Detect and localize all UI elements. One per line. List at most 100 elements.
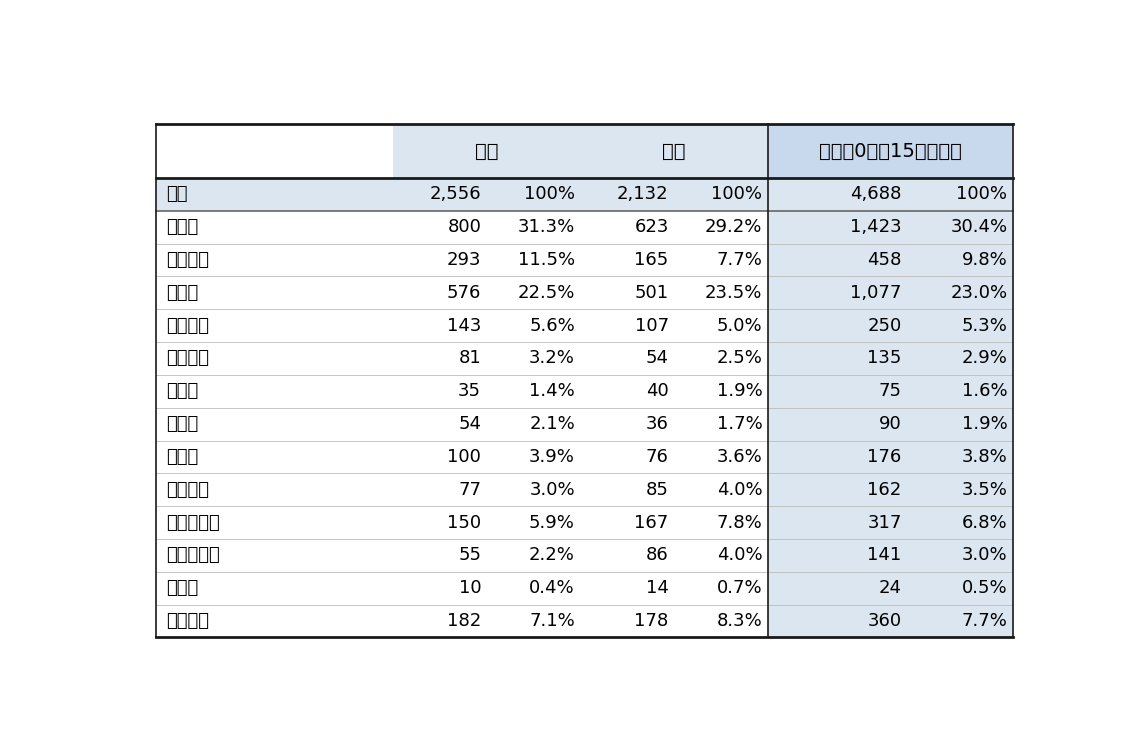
Bar [156, 211, 392, 244]
Text: 1.7%: 1.7% [717, 415, 763, 433]
Bar [674, 408, 767, 441]
Text: 肝腫瘼: 肝腫瘼 [166, 415, 198, 433]
Bar [767, 441, 907, 474]
Bar [674, 474, 767, 506]
Bar [907, 474, 1012, 506]
Bar [392, 178, 487, 211]
Text: 1,077: 1,077 [850, 284, 902, 302]
Bar [487, 408, 580, 441]
Text: 総数: 総数 [166, 185, 188, 203]
Bar [907, 309, 1012, 342]
Text: 骨腫瘼: 骨腫瘼 [166, 448, 198, 466]
Text: 7.8%: 7.8% [717, 514, 763, 531]
Text: 3.0%: 3.0% [962, 546, 1008, 564]
Bar [392, 309, 487, 342]
Bar [156, 572, 392, 605]
Text: 54: 54 [458, 415, 481, 433]
Text: 4.0%: 4.0% [717, 546, 763, 564]
Bar [487, 441, 580, 474]
Bar [487, 309, 580, 342]
Text: 3.9%: 3.9% [529, 448, 575, 466]
Text: 胚細胞腫瘼: 胚細胞腫瘼 [166, 514, 220, 531]
Text: 317: 317 [868, 514, 902, 531]
Bar [487, 506, 580, 539]
Text: 白血病: 白血病 [166, 218, 198, 236]
Bar [580, 244, 674, 277]
Text: 40: 40 [646, 382, 669, 400]
Bar [767, 572, 907, 605]
Bar [674, 572, 767, 605]
Text: 54: 54 [645, 349, 669, 367]
Bar [767, 474, 907, 506]
Bar [392, 474, 487, 506]
Text: 800: 800 [447, 218, 481, 236]
Text: 5.6%: 5.6% [529, 317, 575, 335]
Bar [907, 277, 1012, 309]
Bar [674, 277, 767, 309]
Bar [674, 342, 767, 375]
Bar [392, 605, 487, 638]
Text: 143: 143 [447, 317, 481, 335]
Bar [392, 342, 487, 375]
Text: 77: 77 [458, 481, 481, 498]
Text: 31.3%: 31.3% [518, 218, 575, 236]
Text: 141: 141 [868, 546, 902, 564]
Text: 81: 81 [458, 349, 481, 367]
Bar [767, 342, 907, 375]
Bar [580, 539, 674, 572]
Bar [487, 539, 580, 572]
Bar [767, 539, 907, 572]
Text: その他: その他 [166, 579, 198, 597]
Text: 2,556: 2,556 [430, 185, 481, 203]
Text: 165: 165 [635, 251, 669, 269]
Bar [674, 124, 767, 178]
Text: 100%: 100% [524, 185, 575, 203]
Bar [907, 211, 1012, 244]
Bar [767, 211, 907, 244]
Bar [156, 375, 392, 408]
Bar [907, 605, 1012, 638]
Text: 3.8%: 3.8% [962, 448, 1008, 466]
Bar [156, 506, 392, 539]
Text: 162: 162 [868, 481, 902, 498]
Text: 2,132: 2,132 [617, 185, 669, 203]
Text: 5.3%: 5.3% [961, 317, 1008, 335]
Bar [487, 211, 580, 244]
Bar [580, 474, 674, 506]
Text: 360: 360 [868, 612, 902, 630]
Bar [907, 572, 1012, 605]
Bar [392, 277, 487, 309]
Bar [392, 572, 487, 605]
Bar [767, 506, 907, 539]
Text: 293: 293 [447, 251, 481, 269]
Text: 23.0%: 23.0% [951, 284, 1008, 302]
Text: 30.4%: 30.4% [951, 218, 1008, 236]
Text: 女児: 女児 [662, 142, 686, 161]
Text: 1,423: 1,423 [850, 218, 902, 236]
Text: 3.0%: 3.0% [529, 481, 575, 498]
Text: 7.1%: 7.1% [529, 612, 575, 630]
Bar [674, 211, 767, 244]
Text: 501: 501 [635, 284, 669, 302]
Bar [156, 539, 392, 572]
Text: 250: 250 [868, 317, 902, 335]
Text: 167: 167 [635, 514, 669, 531]
Text: 100%: 100% [956, 185, 1008, 203]
Bar [767, 178, 907, 211]
Text: 90: 90 [879, 415, 902, 433]
Bar [580, 408, 674, 441]
Text: 11.5%: 11.5% [518, 251, 575, 269]
Bar [767, 277, 907, 309]
Text: 100: 100 [447, 448, 481, 466]
Text: 23.5%: 23.5% [705, 284, 763, 302]
Text: 1.4%: 1.4% [529, 382, 575, 400]
Bar [580, 506, 674, 539]
Text: 55: 55 [458, 546, 481, 564]
Bar [674, 375, 767, 408]
Text: 変換不能: 変換不能 [166, 612, 210, 630]
Bar [767, 408, 907, 441]
Text: 75: 75 [879, 382, 902, 400]
Text: 100%: 100% [711, 185, 763, 203]
Text: 22.5%: 22.5% [518, 284, 575, 302]
Bar [156, 605, 392, 638]
